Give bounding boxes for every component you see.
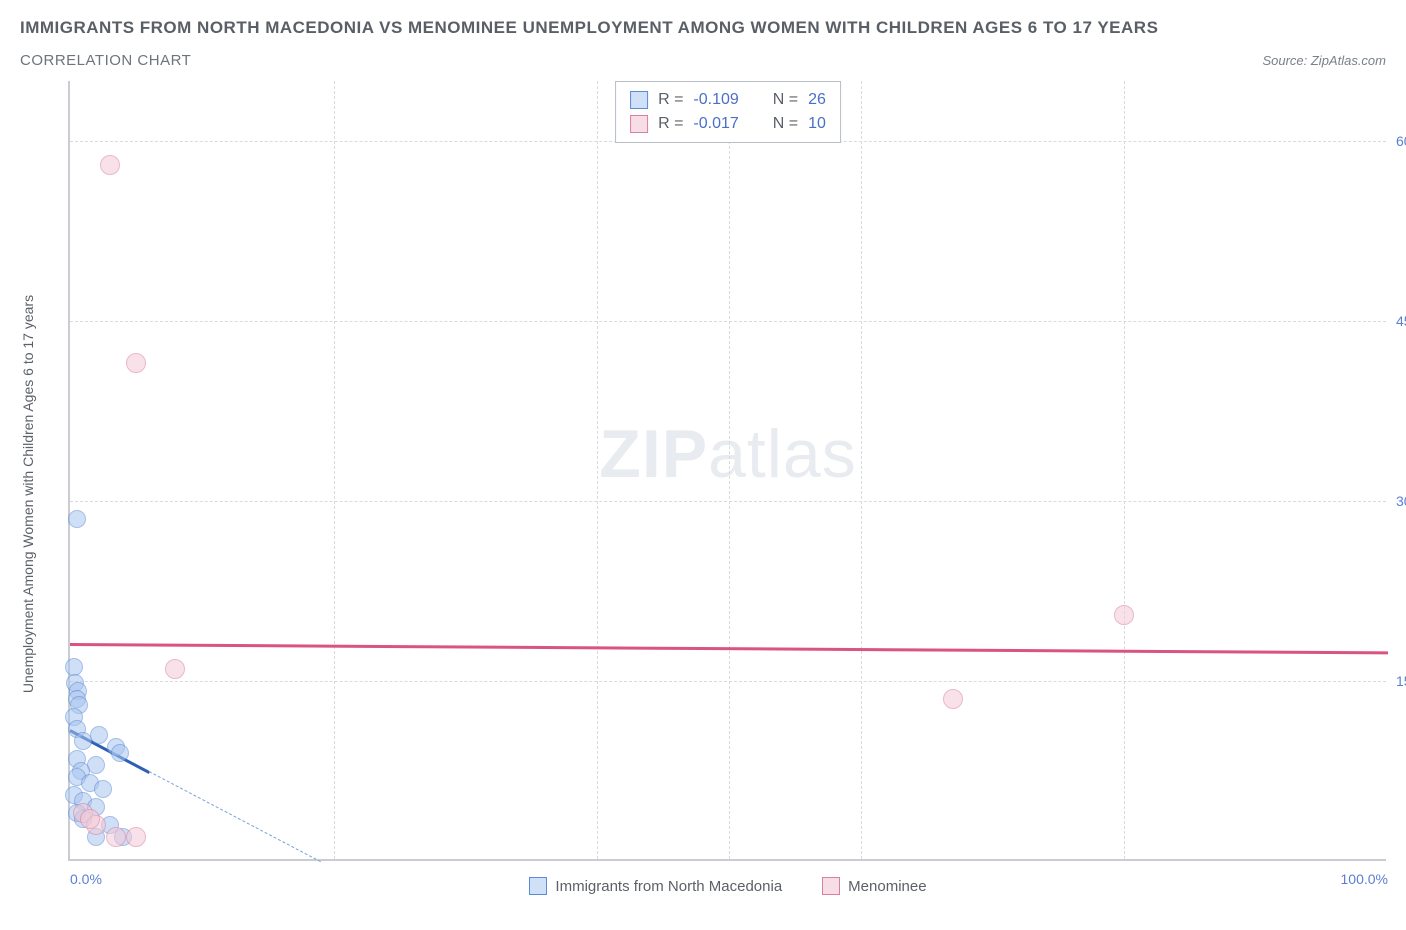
data-point-macedonia [65,658,83,676]
watermark-atlas: atlas [708,416,857,492]
stats-n-label: N = [773,112,798,136]
y-tick-label: 15.0% [1396,673,1406,689]
stats-swatch-icon [630,91,648,109]
data-point-macedonia [87,756,105,774]
stats-swatch-icon [630,115,648,133]
y-tick-label: 45.0% [1396,313,1406,329]
source-name: ZipAtlas.com [1311,53,1386,68]
watermark: ZIPatlas [599,415,856,493]
x-gridline [861,81,862,859]
stats-box: R = -0.109 N = 26 R = -0.017 N = 10 [615,81,841,143]
data-point-macedonia [68,510,86,528]
chart-source: Source: ZipAtlas.com [1262,53,1386,68]
x-gridline [597,81,598,859]
legend-item-menominee: Menominee [822,877,926,895]
stats-r-value: -0.017 [693,112,738,136]
legend-swatch-icon [822,877,840,895]
source-prefix: Source: [1262,53,1310,68]
data-point-menominee [80,809,100,829]
stats-r-label: R = [658,88,683,112]
stats-r-label: R = [658,112,683,136]
chart-header: IMMIGRANTS FROM NORTH MACEDONIA VS MENOM… [0,0,1406,69]
legend-label: Menominee [848,878,926,895]
data-point-macedonia [74,732,92,750]
y-tick-label: 30.0% [1396,493,1406,509]
x-gridline [334,81,335,859]
chart-title-main: IMMIGRANTS FROM NORTH MACEDONIA VS MENOM… [20,18,1386,38]
data-point-menominee [100,155,120,175]
stats-n-value: 26 [808,88,826,112]
y-gridline [70,321,1386,322]
x-gridline [1124,81,1125,859]
chart-title-sub: CORRELATION CHART [20,52,191,69]
data-point-menominee [165,659,185,679]
chart-subrow: CORRELATION CHART Source: ZipAtlas.com [20,52,1386,69]
data-point-menominee [126,827,146,847]
data-point-macedonia [94,780,112,798]
stats-r-value: -0.109 [693,88,738,112]
stats-n-label: N = [773,88,798,112]
watermark-zip: ZIP [599,416,708,492]
y-tick-label: 60.0% [1396,133,1406,149]
x-gridline [729,81,730,859]
data-point-menominee [1114,605,1134,625]
legend-item-macedonia: Immigrants from North Macedonia [529,877,782,895]
stats-row-menominee: R = -0.017 N = 10 [630,112,826,136]
data-point-macedonia [90,726,108,744]
y-axis-title: Unemployment Among Women with Children A… [20,294,36,692]
data-point-menominee [126,353,146,373]
legend-swatch-icon [529,877,547,895]
legend-label: Immigrants from North Macedonia [555,878,782,895]
data-point-macedonia [111,744,129,762]
chart-container: Unemployment Among Women with Children A… [20,81,1386,906]
trend-line [149,771,321,862]
data-point-menominee [943,689,963,709]
plot-area: ZIPatlas 15.0%30.0%45.0%60.0%0.0%100.0%R… [68,81,1386,861]
y-gridline [70,681,1386,682]
stats-row-macedonia: R = -0.109 N = 26 [630,88,826,112]
stats-n-value: 10 [808,112,826,136]
data-point-menominee [106,827,126,847]
y-gridline [70,501,1386,502]
legend: Immigrants from North Macedonia Menominee [70,877,1386,895]
